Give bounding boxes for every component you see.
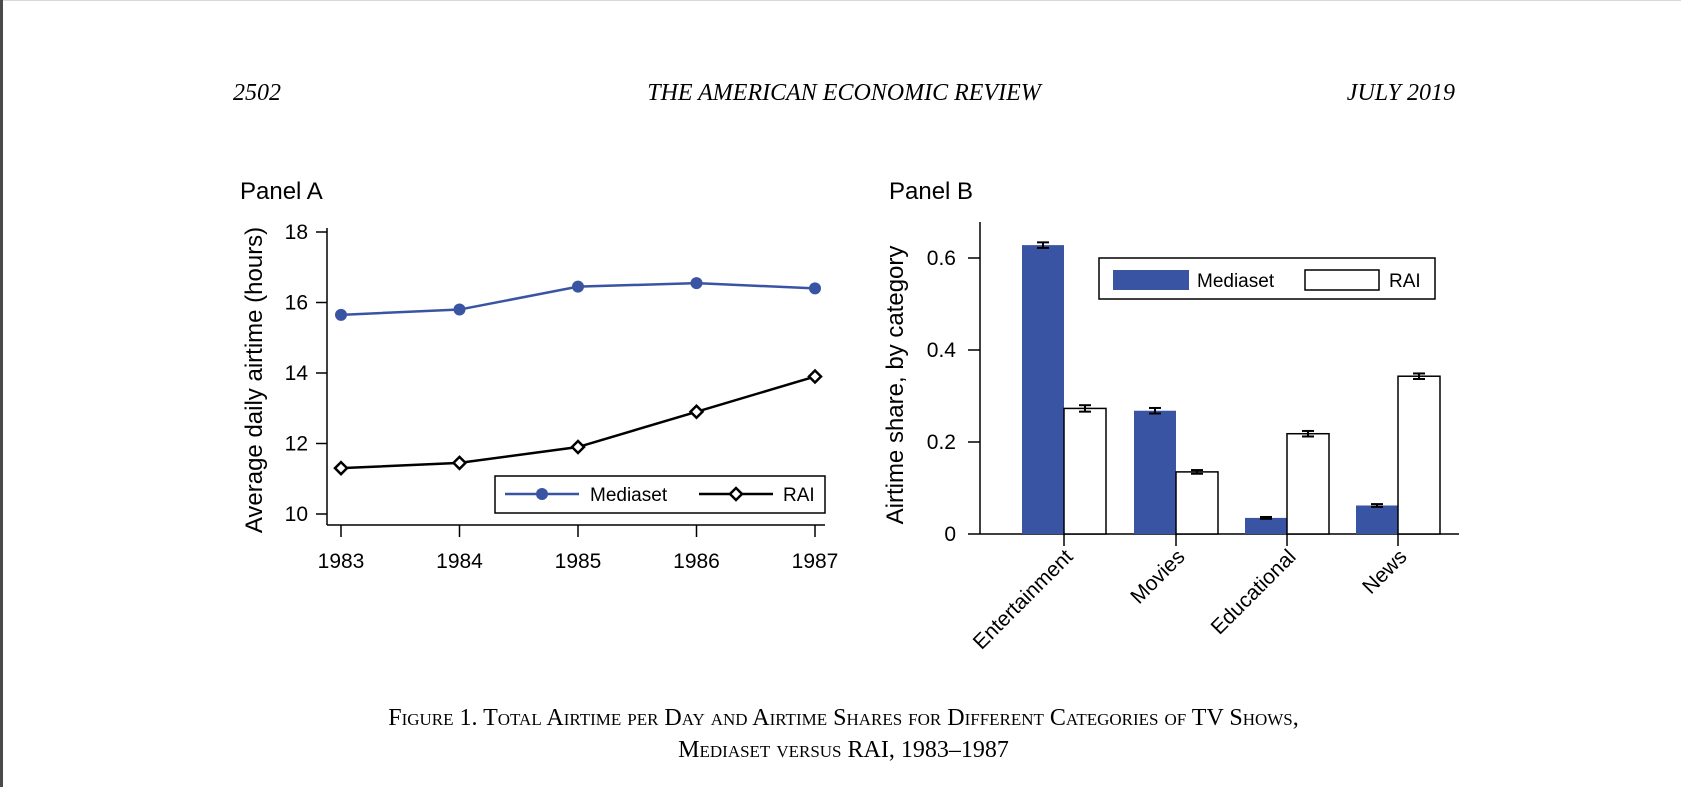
x-tick-label: 1987 — [792, 550, 839, 573]
panel-a-axes — [326, 228, 825, 526]
data-point-rai — [570, 439, 586, 455]
panel-b-legend: Mediaset RAI — [1098, 257, 1436, 300]
y-tick-label: 16 — [285, 292, 308, 315]
legend-mediaset-marker — [536, 488, 548, 500]
panel-a-series — [333, 277, 823, 476]
x-tick-label: Educational — [1207, 545, 1301, 639]
bar-rai — [1397, 375, 1441, 535]
data-point-mediaset — [453, 303, 466, 316]
y-tick-label: 12 — [285, 433, 308, 456]
x-tick-label: News — [1358, 545, 1411, 598]
data-point-rai — [451, 455, 468, 471]
page-number: 2502 — [233, 80, 281, 106]
data-point-mediaset — [809, 282, 821, 295]
bar-rai — [1286, 432, 1330, 535]
caption-line-2: Mediaset versus RAI, 1983–1987 — [678, 737, 1009, 763]
bar-mediaset — [1022, 245, 1064, 534]
y-tick-label: 10 — [285, 503, 308, 526]
y-tick-label: 0.6 — [927, 247, 956, 270]
panel-a-ticks: 10 12 14 16 18 1983 1984 1985 1986 1987 — [285, 221, 839, 573]
x-tick-label: 1983 — [318, 550, 365, 573]
y-tick-label: 0.2 — [927, 431, 956, 454]
panel-a-ylabel: Average daily airtime (hours) — [241, 227, 268, 533]
figure-caption: Figure 1. Total Airtime per Day and Airt… — [3, 702, 1681, 766]
panel-a-legend: Mediaset RAI — [494, 475, 826, 514]
data-point-rai — [333, 460, 349, 476]
x-tick-label: 1986 — [673, 550, 720, 573]
panel-a: Panel A Average daily airtime (hours) 10… — [240, 178, 838, 573]
top-rule — [3, 0, 1681, 1]
legend-mediaset-label: Mediaset — [590, 485, 668, 506]
panel-a-title: Panel A — [240, 178, 323, 205]
legend-rai-swatch — [1304, 269, 1380, 291]
x-tick-label: Entertainment — [969, 545, 1078, 654]
panel-b: Panel B Airtime share, by category 0 0.2 0… — [882, 178, 1459, 654]
y-tick-label: 0 — [944, 523, 956, 546]
issue-date: JULY 2019 — [1346, 80, 1455, 106]
data-point-mediaset — [690, 277, 703, 290]
x-tick-label: 1985 — [555, 550, 602, 573]
data-point-mediaset — [572, 280, 584, 293]
running-head: 2502 THE AMERICAN ECONOMIC REVIEW JULY 2… — [233, 80, 1455, 110]
panel-b-title: Panel B — [889, 178, 973, 205]
y-tick-label: 0.4 — [927, 339, 957, 362]
y-tick-label: 14 — [285, 362, 309, 385]
data-point-mediaset — [335, 308, 347, 321]
x-tick-label: 1984 — [436, 550, 483, 573]
data-point-rai — [807, 368, 823, 385]
bar-mediaset — [1134, 410, 1176, 534]
figure-1: Panel A Average daily airtime (hours) 10… — [240, 178, 1459, 654]
caption-line-1: Figure 1. Total Airtime per Day and Airt… — [388, 705, 1299, 731]
bar-mediaset — [1356, 505, 1398, 534]
data-point-rai — [688, 404, 705, 420]
legend-rai-marker — [728, 486, 744, 502]
bar-mediaset — [1245, 517, 1287, 534]
bar-rai — [1063, 407, 1107, 535]
x-tick-label: Movies — [1126, 545, 1189, 608]
panel-b-ylabel: Airtime share, by category — [882, 246, 909, 525]
legend-mediaset-swatch — [1113, 270, 1189, 290]
y-tick-label: 18 — [285, 221, 308, 244]
legend-rai-label: RAI — [1389, 271, 1421, 292]
bar-rai — [1175, 471, 1219, 535]
journal-title: THE AMERICAN ECONOMIC REVIEW — [647, 80, 1041, 106]
panel-b-bars — [1022, 241, 1441, 535]
legend-mediaset-label: Mediaset — [1197, 271, 1275, 292]
legend-rai-label: RAI — [783, 485, 815, 506]
